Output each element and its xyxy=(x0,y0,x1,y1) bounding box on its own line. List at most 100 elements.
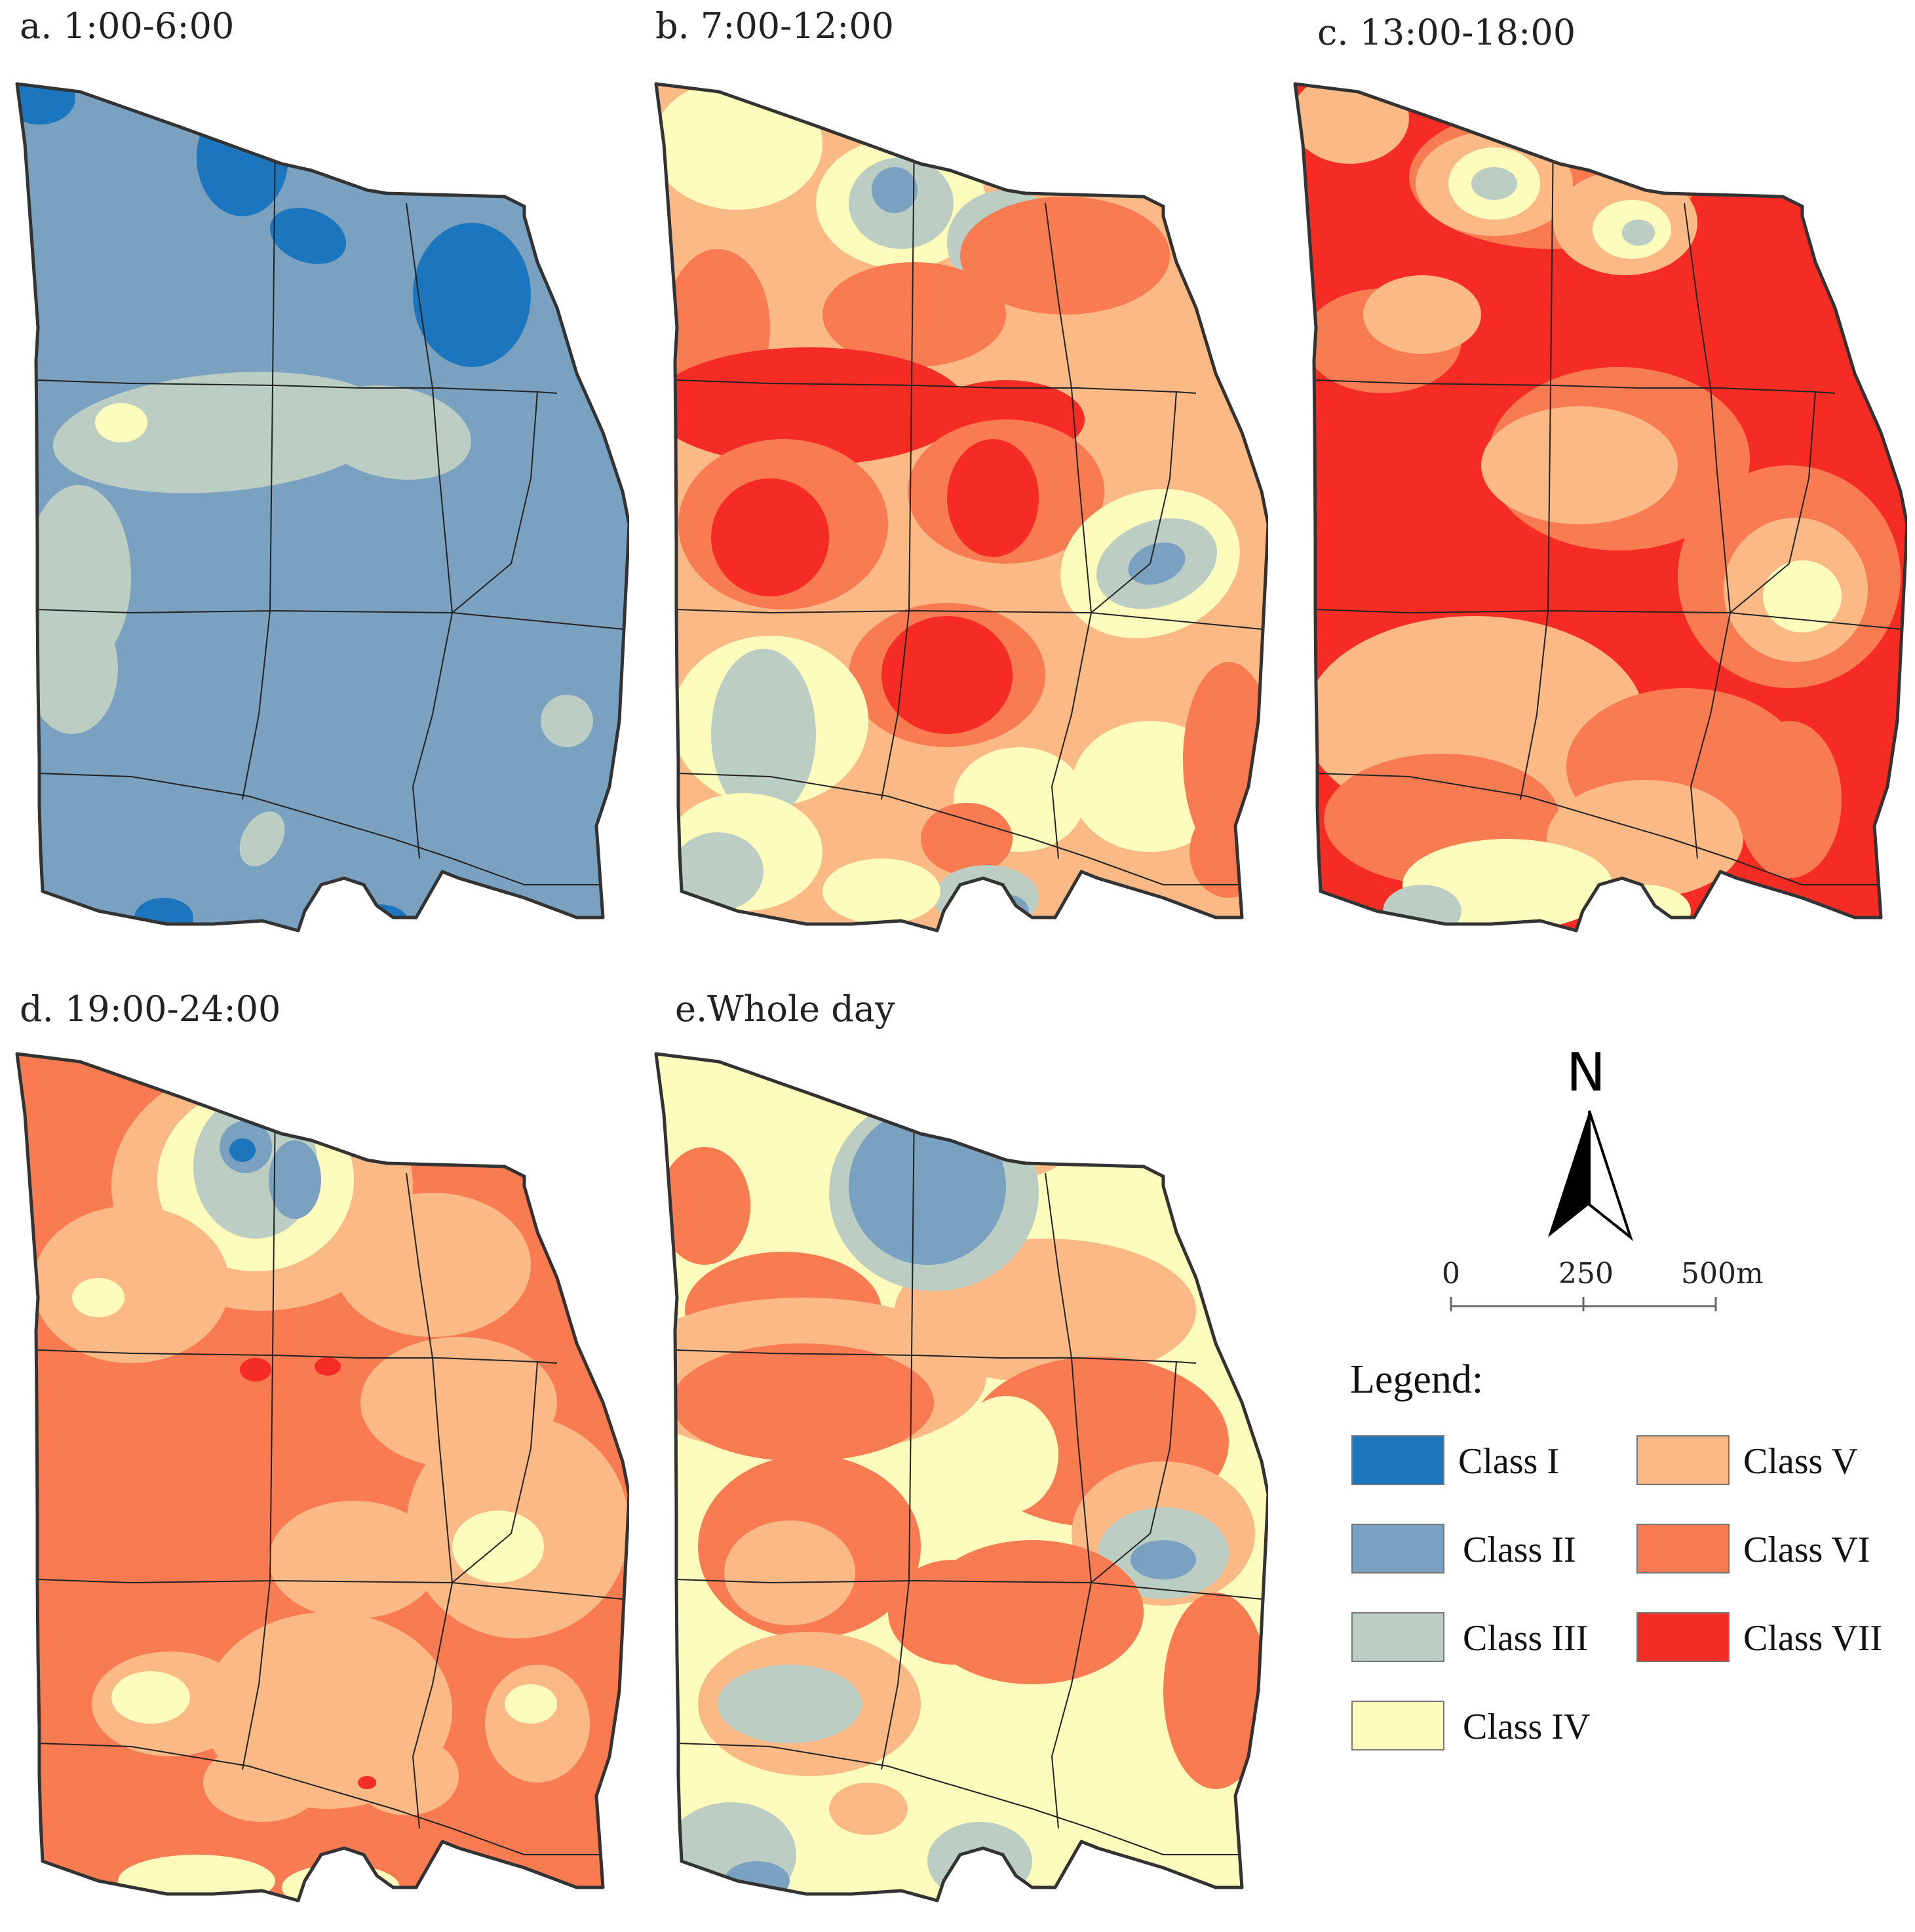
class-fill-layer xyxy=(1295,84,1907,931)
road-line xyxy=(1091,1361,1177,1583)
class-patch xyxy=(849,1108,1006,1265)
north-label: N xyxy=(1566,1042,1606,1103)
legend-label: Class III xyxy=(1463,1618,1589,1659)
class-fill-layer xyxy=(656,84,1268,931)
class-patch xyxy=(1163,1593,1268,1789)
district-boundary xyxy=(654,82,1268,933)
class-patch xyxy=(888,1560,1019,1665)
class-patch xyxy=(26,603,118,734)
road-line xyxy=(37,1579,623,1600)
class-patch xyxy=(1481,406,1678,524)
class-patch xyxy=(1471,167,1517,200)
road-line xyxy=(37,1743,613,1855)
legend-label: Class I xyxy=(1458,1441,1559,1482)
map-panel-c xyxy=(1293,82,1907,933)
class-patch xyxy=(269,1140,321,1219)
road-line xyxy=(1091,391,1177,613)
legend-swatch xyxy=(1351,1524,1444,1574)
class-patch xyxy=(315,1357,341,1376)
class-patch xyxy=(33,1206,229,1363)
class-patch xyxy=(315,385,471,480)
legend-swatch xyxy=(1351,1701,1444,1750)
district-boundary xyxy=(1293,82,1907,933)
road-line xyxy=(1045,203,1092,613)
scale-label-0: 0 xyxy=(1442,1257,1460,1290)
district-boundary xyxy=(15,1052,629,1903)
scale-label-250: 250 xyxy=(1558,1257,1614,1290)
district-boundary xyxy=(15,82,629,933)
class-patch xyxy=(505,1684,557,1724)
road-line xyxy=(881,130,915,800)
class-patch xyxy=(960,197,1170,315)
class-patch xyxy=(452,1511,544,1583)
road-line xyxy=(676,609,1262,630)
road-line xyxy=(37,773,613,885)
legend-swatch xyxy=(1636,1612,1730,1662)
class-patch xyxy=(934,865,1039,931)
road-line xyxy=(406,203,453,613)
road-line xyxy=(881,1100,915,1770)
north-arrow-icon xyxy=(1548,1110,1633,1241)
class-fill-layer xyxy=(17,84,629,931)
legend-swatch xyxy=(1351,1435,1444,1485)
map-panel-d xyxy=(15,1052,629,1903)
class-patch xyxy=(72,1278,125,1317)
road-line xyxy=(452,1361,538,1583)
class-patch xyxy=(927,1822,1032,1901)
class-patch xyxy=(718,1665,862,1743)
legend-swatch xyxy=(1636,1524,1730,1574)
road-line xyxy=(676,1579,1262,1600)
road-line xyxy=(242,1100,276,1770)
class-patch xyxy=(711,478,829,596)
class-patch xyxy=(1737,721,1842,878)
class-patch xyxy=(1763,560,1842,632)
class-patch xyxy=(541,695,593,747)
class-patch xyxy=(239,811,285,866)
class-patch xyxy=(334,1193,531,1337)
class-patch xyxy=(659,1147,750,1265)
legend-label: Class VII xyxy=(1743,1618,1883,1659)
class-patch xyxy=(95,403,147,442)
class-patch xyxy=(672,1343,934,1461)
class-patch xyxy=(954,1396,1058,1514)
class-patch xyxy=(354,1737,459,1815)
class-patch xyxy=(921,803,1013,875)
road-line xyxy=(1315,609,1901,630)
road-line xyxy=(406,1172,453,1583)
road-line xyxy=(412,612,453,859)
road-line xyxy=(37,609,623,630)
class-patch xyxy=(1383,885,1461,931)
class-patch xyxy=(240,1358,271,1381)
road-line xyxy=(1684,203,1731,613)
panel-c-title: c. 13:00-18:00 xyxy=(1317,12,1576,53)
road-line xyxy=(1690,612,1731,859)
road-line xyxy=(1315,773,1891,885)
panel-a-title: a. 1:00-6:00 xyxy=(20,5,235,47)
panel-b-title: b. 7:00-12:00 xyxy=(655,5,895,47)
class-patch xyxy=(724,1520,855,1625)
road-line xyxy=(412,1582,453,1829)
class-patch xyxy=(134,898,193,931)
class-patch xyxy=(485,1665,590,1783)
class-patch xyxy=(17,84,75,125)
class-patch xyxy=(269,1501,439,1619)
legend-label: Class V xyxy=(1743,1441,1858,1482)
class-patch xyxy=(282,1864,400,1901)
road-line xyxy=(1051,1582,1092,1829)
class-patch xyxy=(118,1855,275,1901)
class-patch xyxy=(881,616,1013,734)
road-line xyxy=(1051,612,1092,859)
class-patch xyxy=(822,859,940,924)
class-patch xyxy=(960,1864,1013,1897)
district-boundary xyxy=(654,1052,1268,1903)
road-line xyxy=(242,130,276,800)
class-patch xyxy=(672,832,764,911)
class-patch xyxy=(656,347,967,465)
class-patch xyxy=(822,262,1006,367)
class-patch xyxy=(665,1802,796,1901)
class-patch xyxy=(351,904,410,931)
map-panel-e xyxy=(654,1052,1268,1903)
map-panel-b xyxy=(654,82,1268,933)
class-patch xyxy=(711,649,816,819)
road-line xyxy=(1045,1172,1092,1583)
